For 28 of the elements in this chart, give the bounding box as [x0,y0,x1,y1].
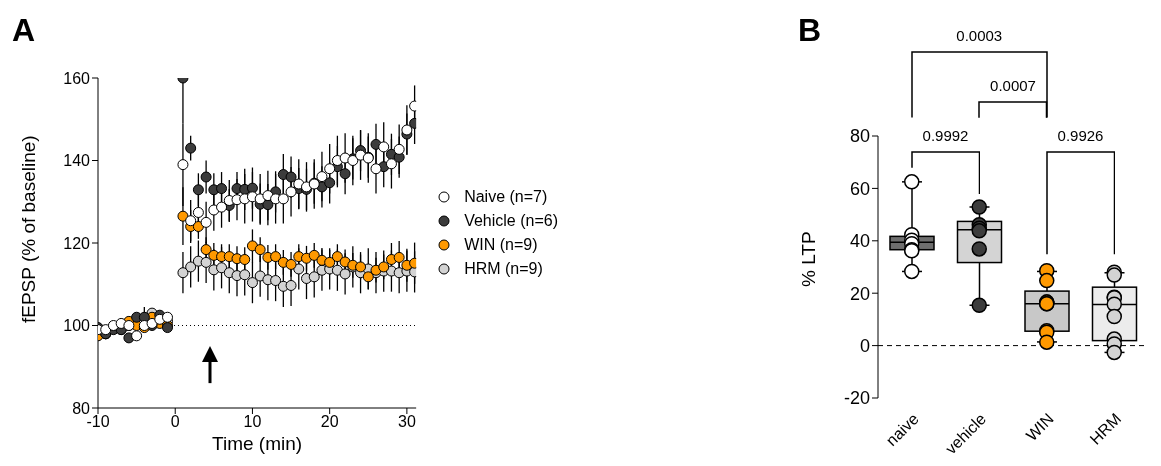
chart-title: A [12,12,36,49]
x-tick-label: 30 [397,413,416,431]
legend-label: Vehicle (n=6) [464,212,558,230]
y-tick-label: 80 [849,126,870,147]
x-axis-title: Time (min) [212,433,303,454]
x-tick-label: WIN [1022,410,1057,445]
x-tick-label: 20 [320,413,339,431]
y-tick-label: 60 [849,178,870,199]
annotation: 0.9926 [1056,126,1105,144]
text: 0.0003 [955,27,1004,45]
chart-title: B [798,12,822,49]
text: 0.0007 [989,76,1037,94]
y-axis-title: % LTP [797,231,819,287]
y-tick-label: 160 [63,69,91,87]
y-tick-label: 100 [63,317,91,335]
y-tick-label: 20 [849,283,870,304]
y-tick-label: 40 [849,231,870,252]
y-tick-label: 140 [63,152,91,170]
x-tick-label: 10 [243,413,262,431]
y-tick-label: 0 [859,335,870,356]
legend-label: Naive (n=7) [464,188,548,206]
y-tick-label: -20 [843,388,870,409]
x-tick-label: 0 [170,413,180,431]
annotation: 0.9992 [921,126,970,144]
y-axis-title: fEPSP (% of baseline) [17,135,39,323]
y-tick-label: 120 [63,234,91,252]
legend-label: HRM (n=9) [464,260,543,278]
legend-label: WIN (n=9) [464,236,538,254]
